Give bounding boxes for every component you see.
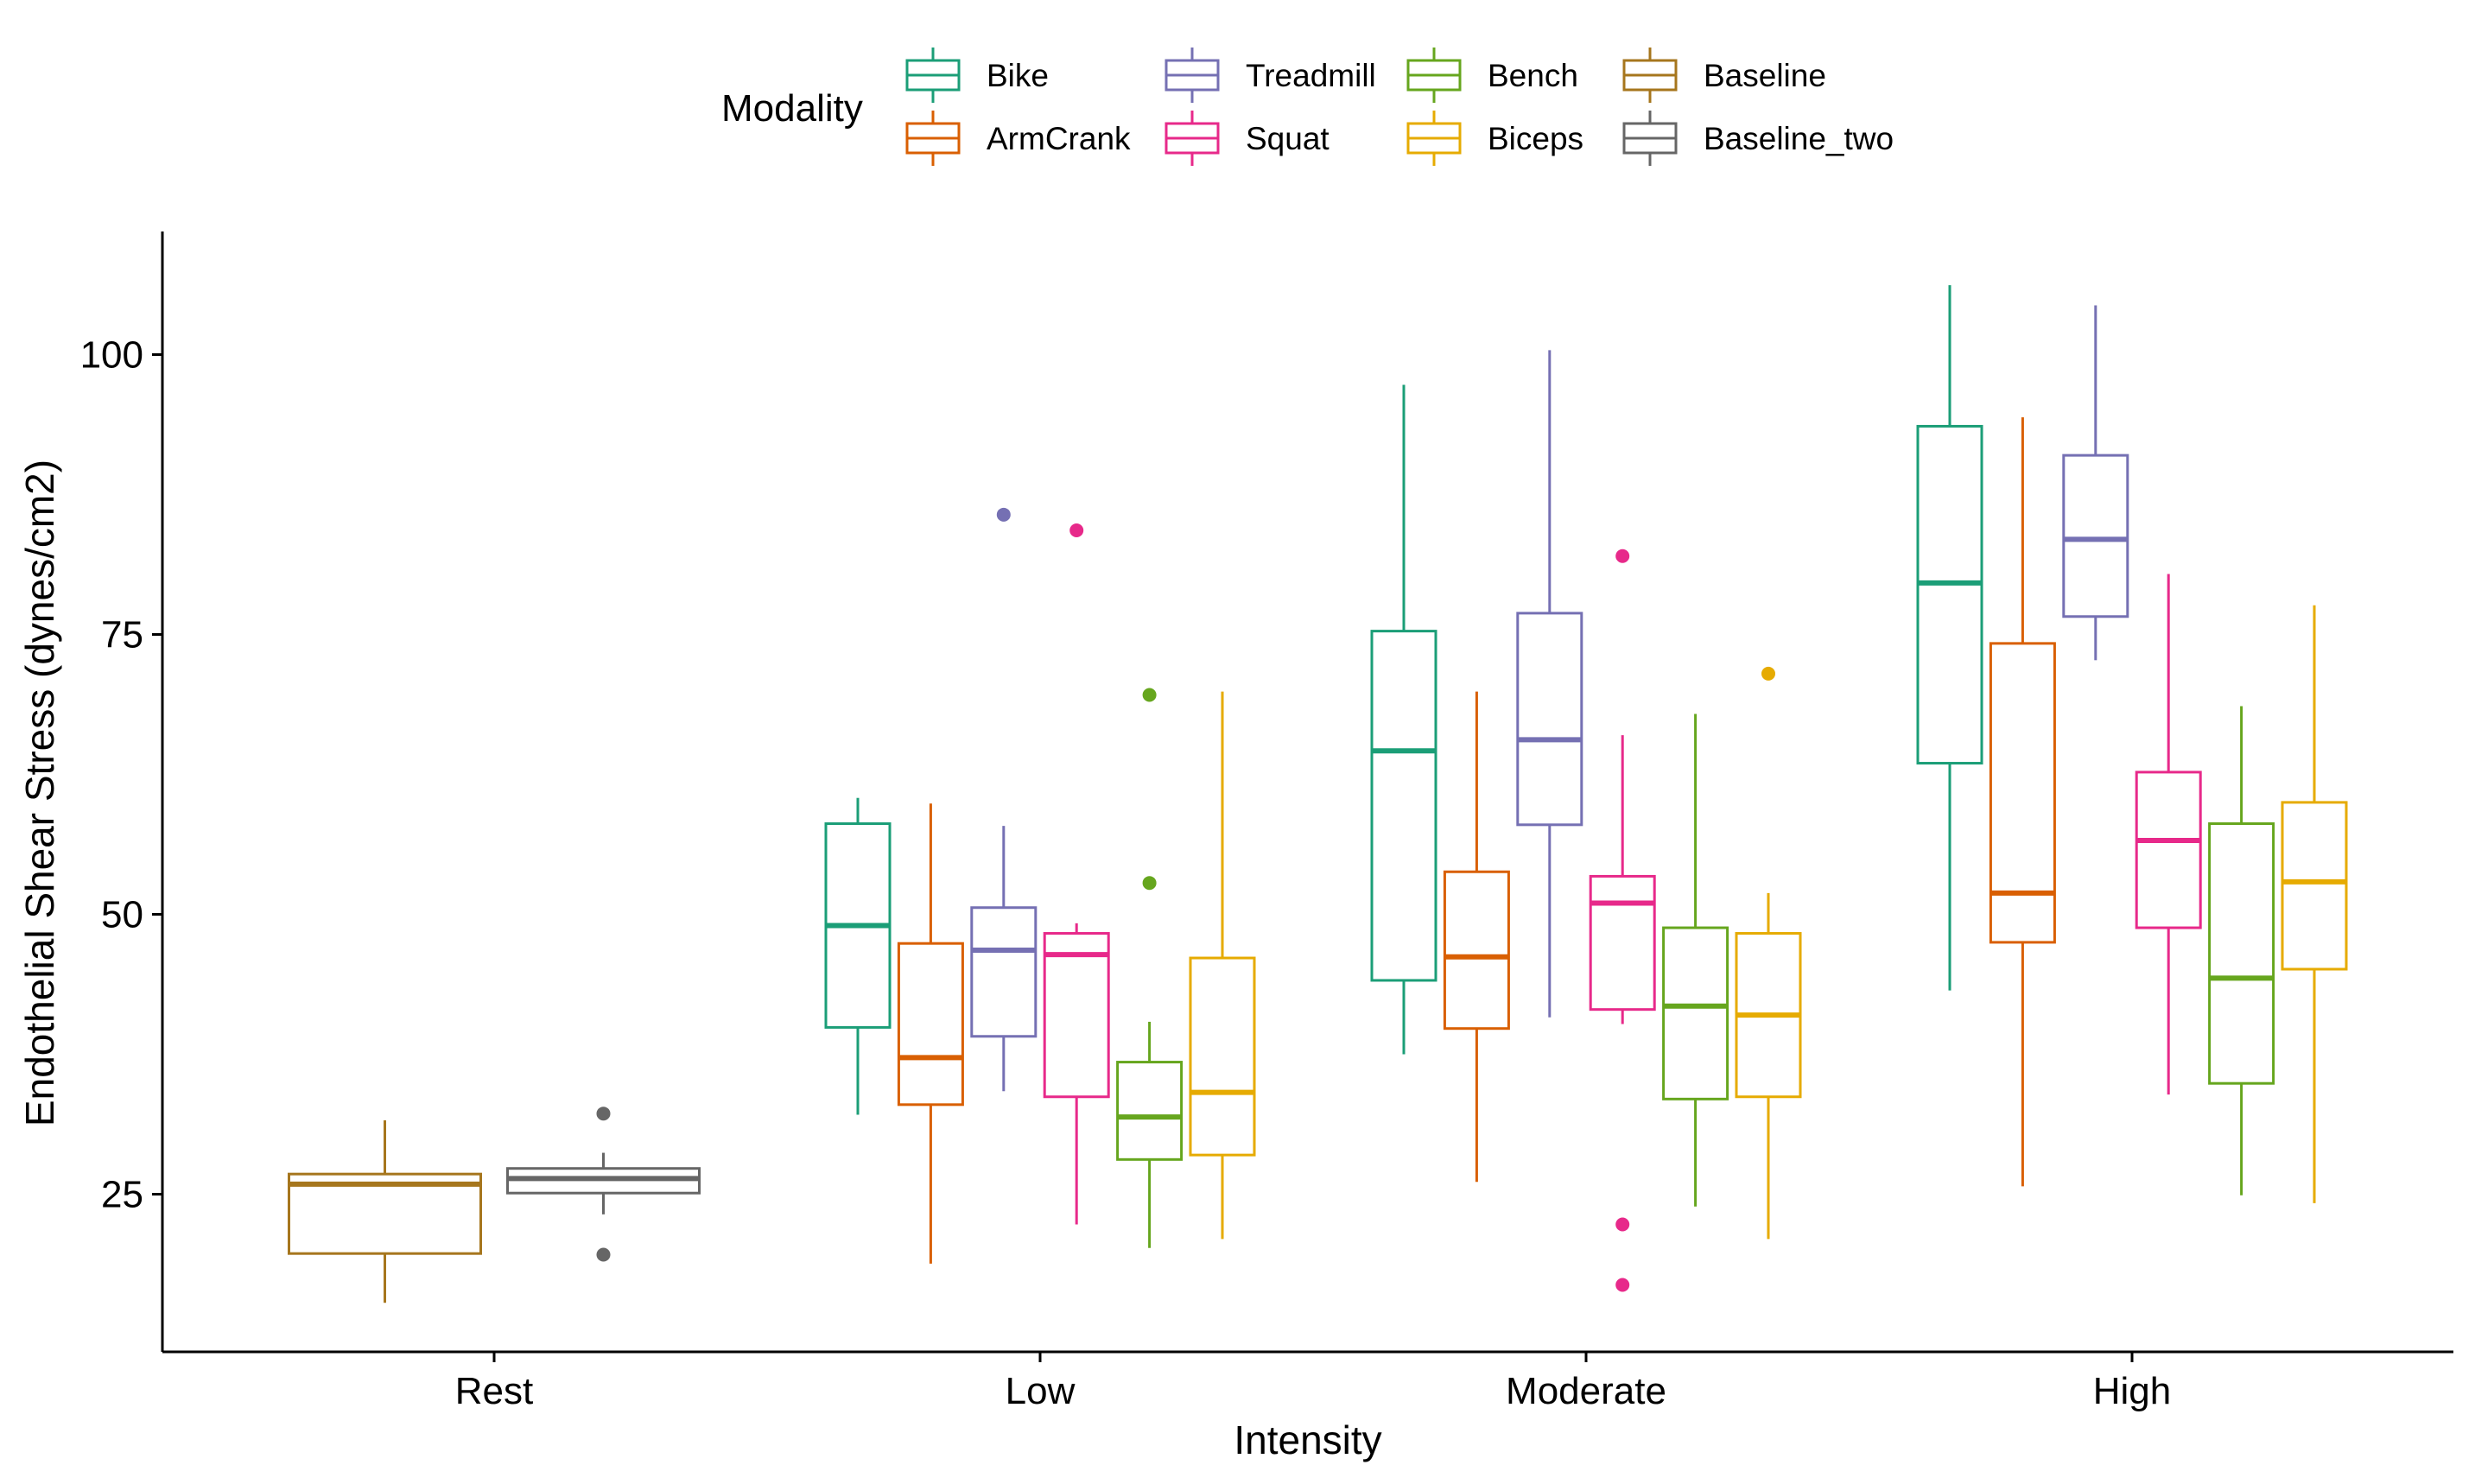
box-rest-baseline_two [506,1107,701,1262]
outlier-point [1142,688,1157,702]
legend-entry-treadmill: Treadmill [1165,48,1376,103]
box-iqr [1443,870,1510,1031]
boxes [288,285,2348,1303]
box-low-squat [1043,523,1110,1225]
y-axis-title: Endothelial Shear Stress (dynes/cm2) [17,460,62,1126]
outlier-point [1761,666,1775,681]
box-iqr [2135,771,2202,929]
outlier-point [596,1107,611,1121]
box-iqr [1189,956,1256,1157]
outlier-point [1615,549,1630,563]
box-moderate-treadmill [1516,350,1583,1018]
box-iqr [1043,932,1110,1099]
legend-entry-squat: Squat [1165,111,1330,166]
box-iqr [288,1172,482,1255]
box-iqr [2208,822,2275,1085]
box-iqr [1589,874,1656,1012]
outlier-point [1615,1217,1630,1232]
box-iqr [1989,642,2056,944]
legend-entry-biceps: Biceps [1406,111,1583,166]
legend-label: Bench [1488,58,1578,93]
legend-label: Treadmill [1246,58,1376,93]
legend-label: Biceps [1488,121,1583,156]
outlier-point [596,1247,611,1262]
box-rest-baseline [288,1119,482,1303]
y-axis-ticks: 25 50 75 100 [80,334,162,1216]
x-tick-label: Low [1006,1370,1076,1412]
box-iqr [1516,612,1583,827]
box-iqr [1916,424,1983,765]
x-tick-label: High [2093,1370,2172,1412]
legend-entry-bike: Bike [905,48,1049,103]
box-iqr [1370,630,1437,982]
outlier-point [996,507,1011,522]
x-tick-label: Moderate [1506,1370,1666,1412]
legend: Modality Bike ArmCrank Treadmill Squat Bench… [721,48,1894,166]
box-low-bench [1116,688,1184,1248]
box-moderate-armcrank [1443,691,1510,1183]
x-tick-label: Rest [455,1370,533,1412]
box-high-bench [2208,706,2275,1195]
box-high-treadmill [2062,305,2129,661]
legend-label: ArmCrank [987,121,1131,156]
box-high-armcrank [1989,417,2056,1187]
box-moderate-bike [1370,384,1437,1055]
box-high-biceps [2281,605,2348,1203]
legend-title: Modality [721,87,863,130]
box-high-squat [2135,574,2202,1095]
x-axis-ticks: Rest Low Moderate High [455,1352,2171,1412]
y-tick-label: 25 [101,1174,143,1216]
box-low-treadmill [970,507,1038,1092]
legend-entry-baseline_two: Baseline_two [1622,111,1894,166]
box-low-bike [824,797,892,1115]
box-moderate-bench [1662,713,1729,1207]
box-iqr [970,906,1038,1038]
outlier-point [1615,1278,1630,1292]
legend-label: Baseline_two [1704,121,1894,156]
box-iqr [897,942,964,1107]
x-axis-title: Intensity [1234,1417,1381,1462]
box-iqr [1662,926,1729,1100]
box-iqr [1116,1061,1184,1161]
box-moderate-squat [1589,549,1656,1292]
legend-entry-armcrank: ArmCrank [905,111,1131,166]
box-moderate-biceps [1735,666,1802,1240]
legend-label: Squat [1246,121,1330,156]
y-tick-label: 50 [101,894,143,936]
box-low-biceps [1189,691,1256,1240]
y-tick-label: 75 [101,614,143,656]
y-tick-label: 100 [80,334,143,377]
legend-items: Bike ArmCrank Treadmill Squat Bench Biceps Bas… [905,48,1894,166]
box-iqr [2062,453,2129,618]
box-high-bike [1916,285,1983,991]
outlier-point [1142,876,1157,891]
legend-entry-baseline: Baseline [1622,48,1826,103]
legend-label: Bike [987,58,1049,93]
legend-entry-bench: Bench [1406,48,1578,103]
legend-label: Baseline [1704,58,1826,93]
outlier-point [1069,523,1084,537]
box-low-armcrank [897,803,964,1264]
box-iqr [2281,801,2348,971]
